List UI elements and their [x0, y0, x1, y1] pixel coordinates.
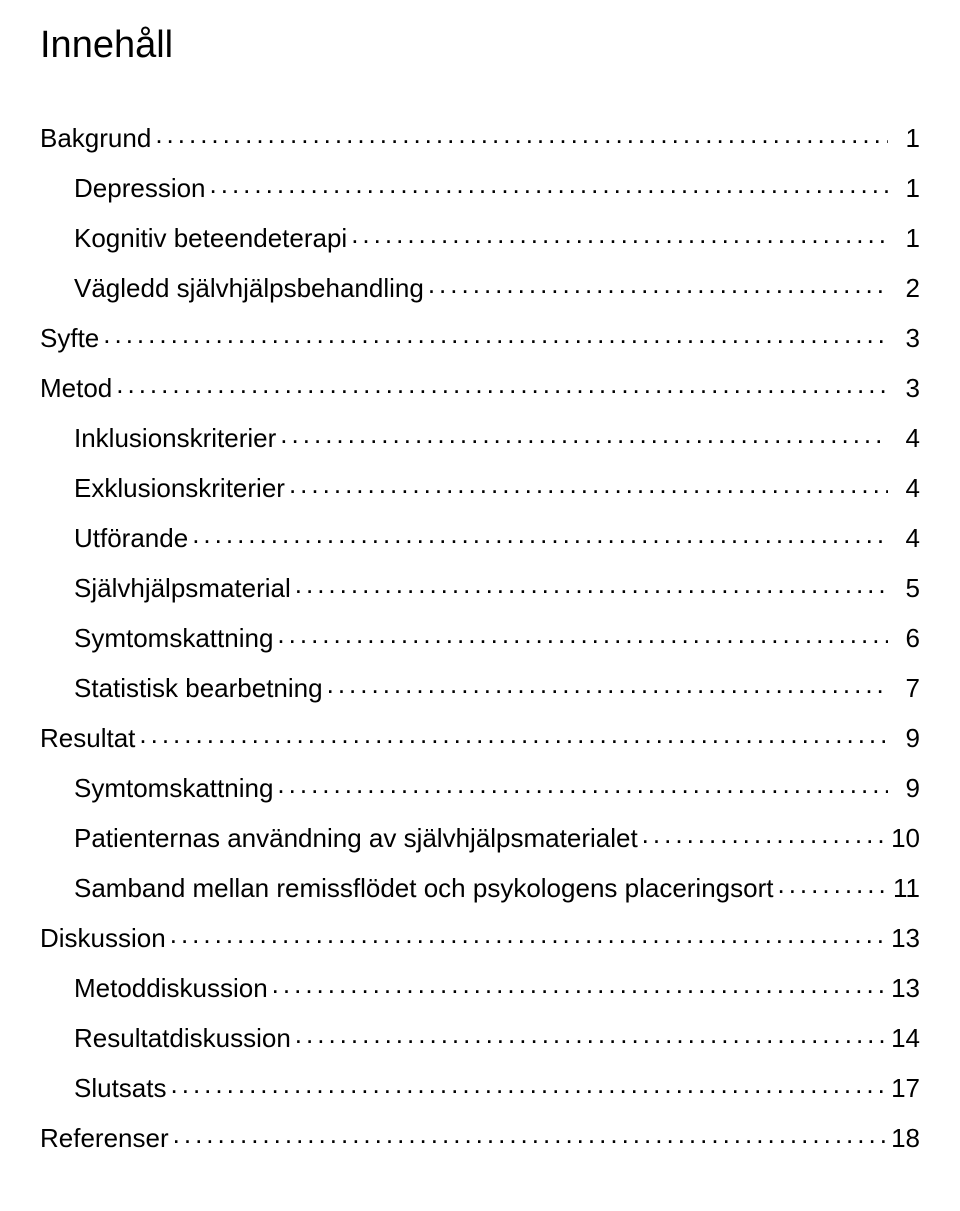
toc-entry-page: 6 — [892, 625, 920, 651]
toc-leader — [116, 371, 888, 397]
toc-leader — [277, 771, 888, 797]
toc-entry-label: Metod — [40, 375, 112, 401]
toc-entry-label: Depression — [74, 175, 206, 201]
toc-entry-label: Symtomskattning — [74, 625, 273, 651]
toc-entry-label: Diskussion — [40, 925, 166, 951]
toc-entry-page: 3 — [892, 325, 920, 351]
toc-entry-page: 5 — [892, 575, 920, 601]
toc-entry-page: 4 — [892, 425, 920, 451]
toc-entry: Samband mellan remissflödet och psykolog… — [40, 871, 920, 901]
toc-entry-page: 4 — [892, 525, 920, 551]
toc-entry: Diskussion 13 — [40, 921, 920, 951]
toc-leader — [777, 871, 888, 897]
toc-leader — [295, 1021, 887, 1047]
toc-entry-label: Utförande — [74, 525, 188, 551]
toc-entry: Resultat 9 — [40, 721, 920, 751]
toc-entry-label: Självhjälpsmaterial — [74, 575, 291, 601]
toc-entry: Resultatdiskussion 14 — [40, 1021, 920, 1051]
toc-entry-page: 10 — [891, 825, 920, 851]
toc-entry-page: 1 — [892, 125, 920, 151]
toc-entry: Bakgrund 1 — [40, 121, 920, 151]
toc-entry-page: 9 — [892, 775, 920, 801]
toc-leader — [327, 671, 888, 697]
toc-entry: Kognitiv beteendeterapi 1 — [40, 221, 920, 251]
toc-leader — [170, 921, 887, 947]
toc-entry-label: Syfte — [40, 325, 99, 351]
toc-entry: Metoddiskussion 13 — [40, 971, 920, 1001]
toc-entry-label: Referenser — [40, 1125, 169, 1151]
toc-entry-page: 14 — [891, 1025, 920, 1051]
toc-entry-page: 1 — [892, 225, 920, 251]
toc-entry-page: 17 — [891, 1075, 920, 1101]
toc-entry: Symtomskattning 9 — [40, 771, 920, 801]
toc-entry: Referenser 18 — [40, 1121, 920, 1151]
toc-leader — [295, 571, 888, 597]
toc-entry-label: Exklusionskriterier — [74, 475, 285, 501]
toc-entry: Slutsats 17 — [40, 1071, 920, 1101]
toc-entry: Inklusionskriterier 4 — [40, 421, 920, 451]
toc-entry-page: 11 — [892, 875, 920, 901]
page: Innehåll Bakgrund 1 Depression 1 Kogniti… — [0, 0, 960, 1211]
toc-entry-page: 13 — [891, 925, 920, 951]
toc-leader — [428, 271, 888, 297]
toc-entry-page: 18 — [891, 1125, 920, 1151]
toc-entry-page: 2 — [892, 275, 920, 301]
toc-entry: Statistisk bearbetning 7 — [40, 671, 920, 701]
toc-entry: Symtomskattning 6 — [40, 621, 920, 651]
toc-entry-label: Vägledd självhjälpsbehandling — [74, 275, 424, 301]
toc-entry-label: Resultat — [40, 725, 135, 751]
toc-entry-page: 13 — [891, 975, 920, 1001]
toc-leader — [192, 521, 888, 547]
toc-entry: Vägledd självhjälpsbehandling 2 — [40, 271, 920, 301]
toc-entry: Utförande 4 — [40, 521, 920, 551]
toc-leader — [277, 621, 888, 647]
toc-leader — [272, 971, 887, 997]
toc-entry-page: 3 — [892, 375, 920, 401]
toc-entry: Depression 1 — [40, 171, 920, 201]
toc-entry: Självhjälpsmaterial 5 — [40, 571, 920, 601]
toc-entry-label: Samband mellan remissflödet och psykolog… — [74, 875, 773, 901]
toc-entry-label: Slutsats — [74, 1075, 167, 1101]
toc-leader — [642, 821, 887, 847]
toc-leader — [155, 121, 888, 147]
toc-entry: Patienternas användning av självhjälpsma… — [40, 821, 920, 851]
toc-leader — [289, 471, 888, 497]
toc-entry-page: 9 — [892, 725, 920, 751]
toc-leader — [210, 171, 888, 197]
toc-leader — [103, 321, 888, 347]
toc-entry: Exklusionskriterier 4 — [40, 471, 920, 501]
toc-entry-label: Bakgrund — [40, 125, 151, 151]
toc-entry-label: Inklusionskriterier — [74, 425, 276, 451]
toc-entry: Metod 3 — [40, 371, 920, 401]
table-of-contents: Bakgrund 1 Depression 1 Kognitiv beteend… — [40, 121, 920, 1151]
toc-entry-label: Patienternas användning av självhjälpsma… — [74, 825, 638, 851]
toc-entry-page: 7 — [892, 675, 920, 701]
toc-leader — [173, 1121, 887, 1147]
toc-entry-page: 4 — [892, 475, 920, 501]
toc-entry-label: Statistisk bearbetning — [74, 675, 323, 701]
toc-leader — [171, 1071, 888, 1097]
toc-entry-label: Kognitiv beteendeterapi — [74, 225, 347, 251]
toc-entry-page: 1 — [892, 175, 920, 201]
toc-entry: Syfte 3 — [40, 321, 920, 351]
toc-entry-label: Resultatdiskussion — [74, 1025, 291, 1051]
toc-entry-label: Metoddiskussion — [74, 975, 268, 1001]
page-title: Innehåll — [40, 24, 920, 67]
toc-leader — [280, 421, 888, 447]
toc-leader — [351, 221, 888, 247]
toc-entry-label: Symtomskattning — [74, 775, 273, 801]
toc-leader — [139, 721, 888, 747]
